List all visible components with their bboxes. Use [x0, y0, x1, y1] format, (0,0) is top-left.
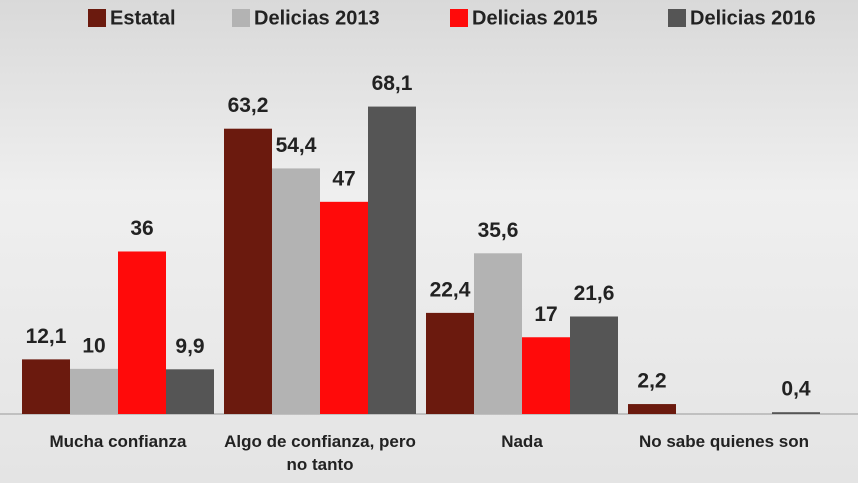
- data-label: 54,4: [276, 134, 317, 157]
- bar: [22, 359, 70, 414]
- x-tick-label: Mucha confianza: [18, 430, 218, 453]
- data-label: 9,9: [175, 335, 204, 358]
- legend-swatch: [668, 9, 686, 27]
- x-tick-label: No sabe quienes son: [624, 430, 824, 453]
- data-label: 68,1: [372, 72, 413, 95]
- bar: [474, 253, 522, 414]
- legend-label: Delicias 2013: [254, 7, 380, 29]
- data-label: 21,6: [574, 282, 615, 305]
- bar: [426, 313, 474, 414]
- bar: [320, 202, 368, 414]
- bar: [166, 369, 214, 414]
- bar: [772, 412, 820, 414]
- data-label: 36: [130, 217, 153, 240]
- data-label: 10: [82, 334, 105, 357]
- data-label: 47: [332, 167, 355, 190]
- data-label: 12,1: [26, 325, 67, 348]
- data-label: 22,4: [430, 278, 471, 301]
- data-label: 0,4: [781, 378, 811, 401]
- legend-label: Estatal: [110, 7, 176, 29]
- bar: [570, 316, 618, 414]
- legend-label: Delicias 2015: [472, 7, 598, 29]
- legend-swatch: [88, 9, 106, 27]
- bar: [118, 251, 166, 414]
- bar: [628, 404, 676, 414]
- data-label: 2,2: [637, 370, 666, 393]
- bar: [272, 168, 320, 414]
- bar: [522, 337, 570, 414]
- page: Estatal Delicias 2013 Delicias 2015 Delicia…: [0, 0, 858, 483]
- legend-swatch: [232, 9, 250, 27]
- x-tick-label: Algo de confianza, pero no tanto: [220, 430, 420, 476]
- data-label: 35,6: [478, 219, 519, 242]
- data-label: 63,2: [228, 94, 269, 117]
- bar: [368, 107, 416, 414]
- bar: [224, 129, 272, 414]
- data-label: 17: [534, 303, 557, 326]
- chart: Estatal Delicias 2013 Delicias 2015 Delicia…: [0, 0, 858, 483]
- x-tick-label: Nada: [422, 430, 622, 453]
- legend-swatch: [450, 9, 468, 27]
- bar: [70, 369, 118, 414]
- legend-label: Delicias 2016: [690, 7, 816, 29]
